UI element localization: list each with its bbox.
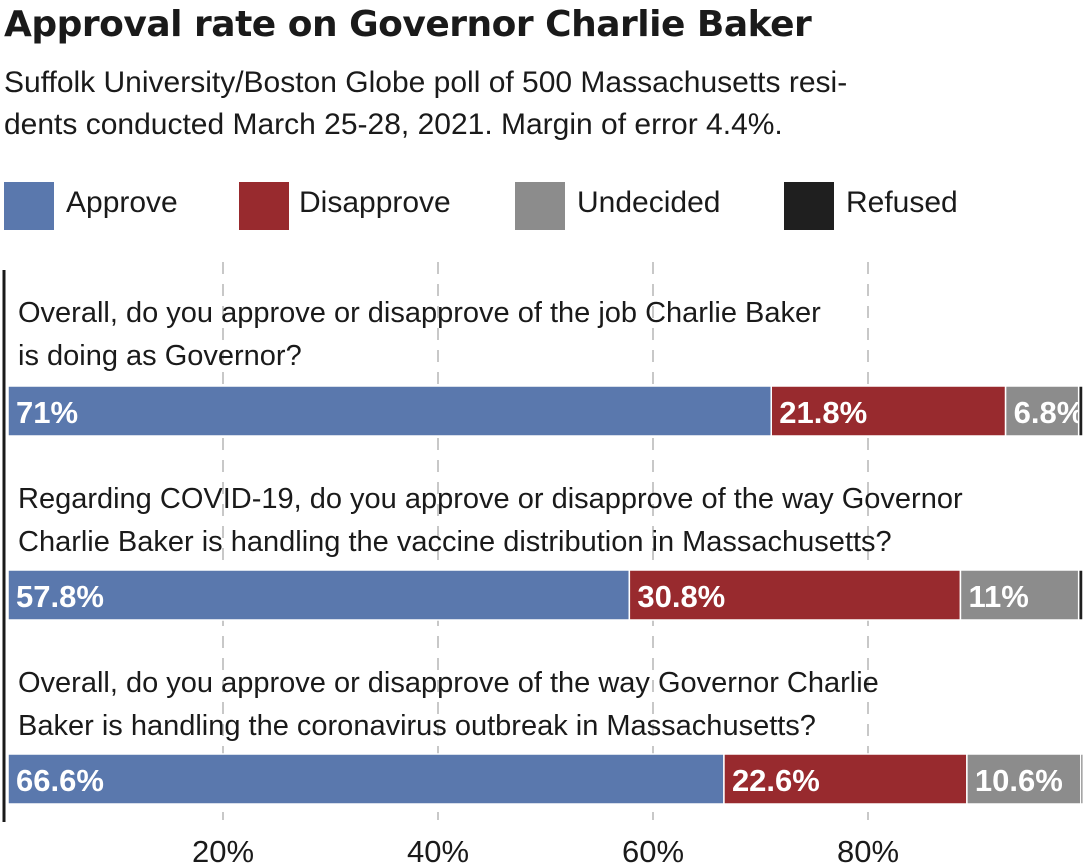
legend-swatch-disapprove <box>239 182 289 230</box>
data-label-approve: 71% <box>16 395 78 430</box>
question-label: Overall, do you approve or disapprove of… <box>18 667 879 699</box>
legend-label-refused: Refused <box>846 186 958 219</box>
data-label-undecided: 10.6% <box>975 763 1063 798</box>
chart-title: Approval rate on Governor Charlie Baker <box>4 4 812 45</box>
data-label-disapprove: 30.8% <box>637 579 725 614</box>
x-tick-label: 60% <box>622 834 684 866</box>
data-label-approve: 57.8% <box>16 579 104 614</box>
legend-label-undecided: Undecided <box>577 186 721 219</box>
subtitle-line: dents conducted March 25-28, 2021. Margi… <box>4 108 783 141</box>
bar-segment-disapprove <box>770 385 1007 437</box>
bar-segment-refused <box>1077 385 1083 437</box>
data-label-undecided: 11% <box>968 579 1028 614</box>
legend-swatch-refused <box>784 182 834 230</box>
bar-segment-disapprove <box>628 569 962 621</box>
x-tick-label: 20% <box>192 834 254 866</box>
legend-swatch-approve <box>4 182 54 230</box>
chart-subtitle: Suffolk University/Boston Globe poll of … <box>4 62 1079 146</box>
question-label: Overall, do you approve or disapprove of… <box>18 297 821 329</box>
bar-segment-refused <box>1077 569 1083 621</box>
legend-label-approve: Approve <box>66 186 178 219</box>
question-label: Charlie Baker is handling the vaccine di… <box>18 526 892 558</box>
chart-plot: Overall, do you approve or disapprove of… <box>2 262 1083 866</box>
question-label: is doing as Governor? <box>18 340 302 372</box>
legend-swatch-undecided <box>515 182 565 230</box>
data-label-undecided: 6.8% <box>1014 395 1083 430</box>
bar-segment-undecided <box>1004 385 1080 437</box>
subtitle-line: Suffolk University/Boston Globe poll of … <box>4 66 848 99</box>
question-label: Regarding COVID-19, do you approve or di… <box>18 483 963 515</box>
x-tick-label: 80% <box>837 834 899 866</box>
legend: Approve Disapprove Undecided Refused <box>4 182 1079 230</box>
x-tick-label: 40% <box>407 834 469 866</box>
data-label-approve: 66.6% <box>16 763 104 798</box>
data-label-disapprove: 21.8% <box>779 395 867 430</box>
legend-label-disapprove: Disapprove <box>299 186 451 219</box>
bar-segment-approve <box>7 385 772 437</box>
data-label-disapprove: 22.6% <box>732 763 820 798</box>
bar-segment-approve <box>7 753 725 805</box>
question-label: Baker is handling the coronavirus outbre… <box>18 710 816 742</box>
bar-segment-disapprove <box>723 753 968 805</box>
